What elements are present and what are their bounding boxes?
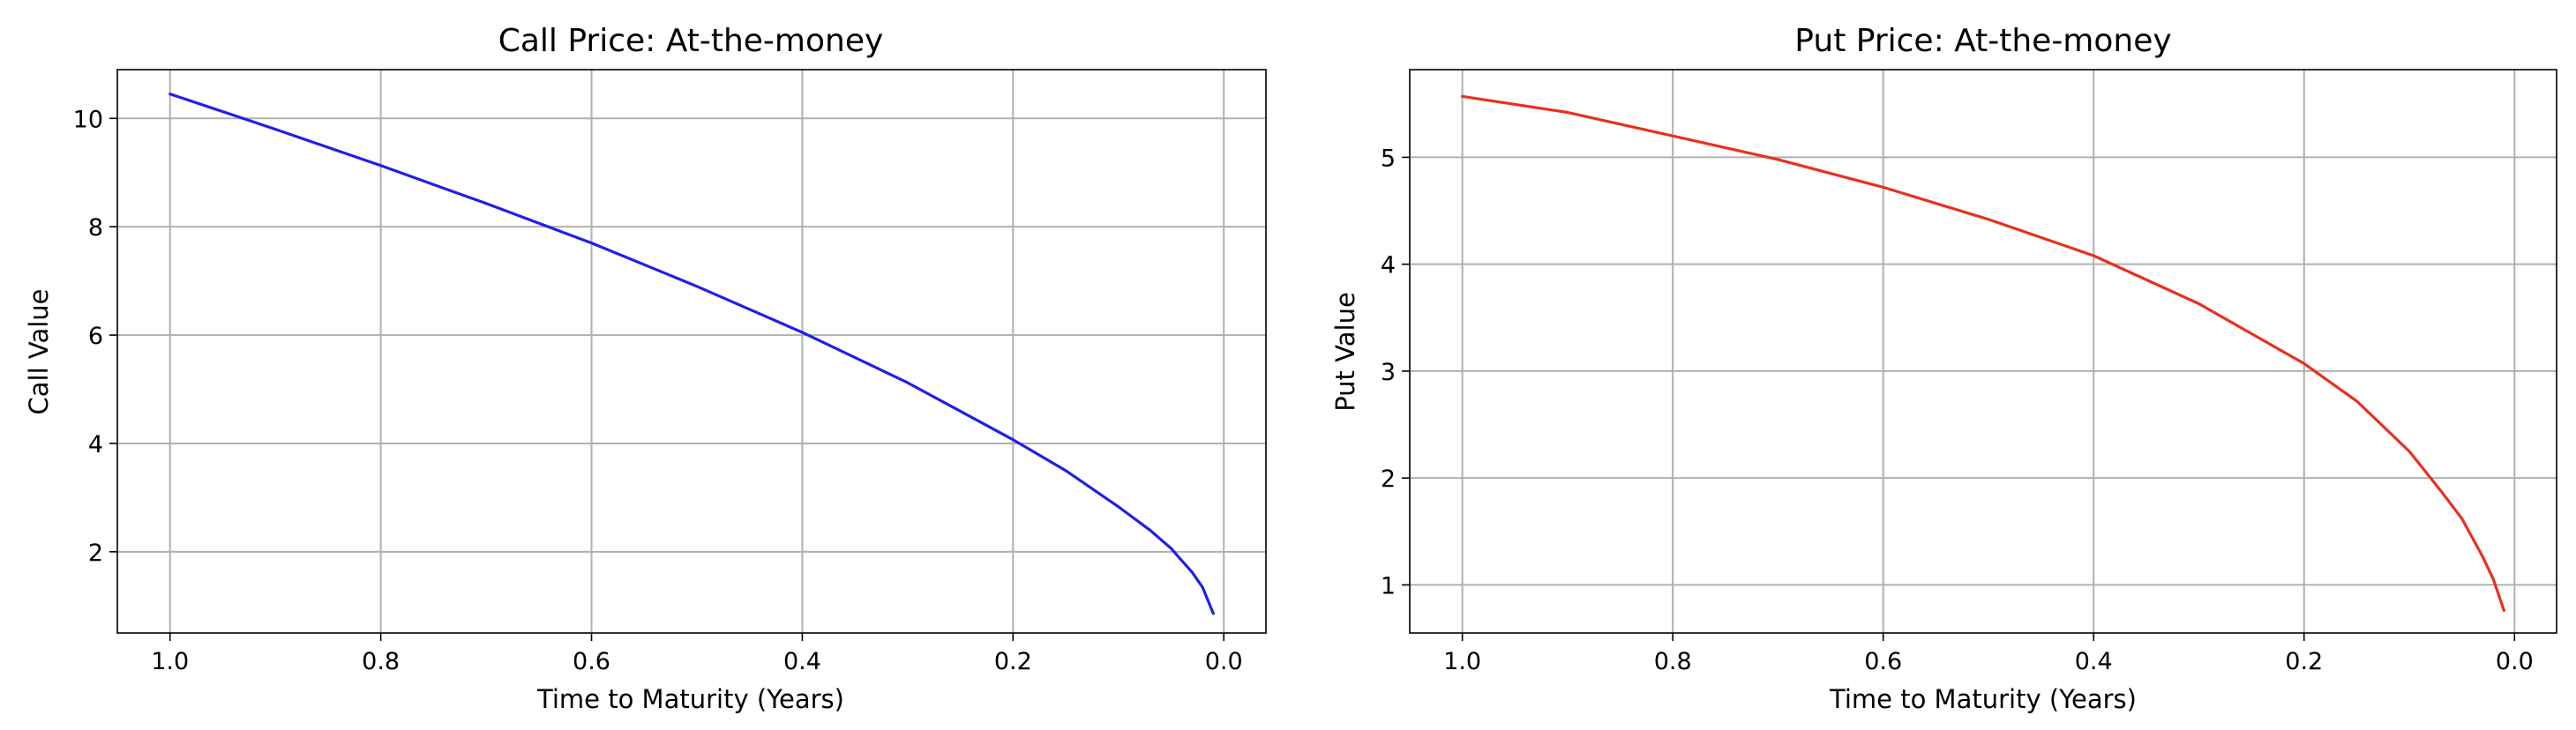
- chart-title: Call Price: At-the-money: [498, 23, 884, 59]
- x-tick-label: 0.2: [994, 648, 1032, 675]
- x-tick-label: 0.4: [783, 648, 821, 675]
- y-tick-label: 1: [1381, 572, 1396, 600]
- series-line: [1460, 94, 2505, 613]
- x-tick-label: 0.6: [573, 648, 610, 675]
- x-tick-label: 0.8: [362, 648, 400, 675]
- y-tick-label: 5: [1381, 145, 1396, 172]
- y-tick-label: 10: [73, 106, 103, 133]
- y-axis-label: Call Value: [24, 289, 54, 415]
- grid: [117, 70, 1266, 633]
- y-tick-label: 8: [88, 214, 103, 242]
- grid: [1410, 70, 2557, 633]
- x-tick-label: 1.0: [1443, 648, 1481, 675]
- x-axis-label: Time to Maturity (Years): [1829, 684, 2137, 714]
- chart-title: Put Price: At-the-money: [1794, 23, 2171, 59]
- x-tick-label: 0.0: [1205, 648, 1243, 675]
- y-tick-label: 2: [88, 540, 103, 567]
- call-price-chart: Call Price: At-the-money Time to Maturit…: [24, 23, 1267, 714]
- put-price-chart: Put Price: At-the-money Time to Maturity…: [1330, 23, 2557, 714]
- series-line: [168, 92, 1215, 615]
- y-tick-label: 4: [1381, 252, 1396, 279]
- y-tick-label: 3: [1381, 359, 1396, 386]
- x-tick-label: 0.6: [1864, 648, 1902, 675]
- y-tick-label: 2: [1381, 466, 1396, 493]
- x-tick-label: 0.8: [1654, 648, 1692, 675]
- plot-frame: [116, 69, 1267, 634]
- x-tick-label: 0.4: [2075, 648, 2113, 675]
- y-tick-label: 4: [88, 431, 103, 458]
- plot-frame: [1409, 69, 2557, 634]
- x-axis-label: Time to Maturity (Years): [536, 684, 844, 714]
- ticks: 1.0 0.8 0.6 0.4 0.2 0.0 1 2 3 4 5: [1381, 145, 2534, 675]
- x-tick-label: 1.0: [151, 648, 189, 675]
- y-axis-label: Put Value: [1330, 292, 1360, 412]
- y-tick-label: 6: [88, 323, 103, 350]
- ticks: 1.0 0.8 0.6 0.4 0.2 0.0 2 4 6 8 10: [73, 106, 1243, 675]
- x-tick-label: 0.2: [2285, 648, 2323, 675]
- x-tick-label: 0.0: [2496, 648, 2534, 675]
